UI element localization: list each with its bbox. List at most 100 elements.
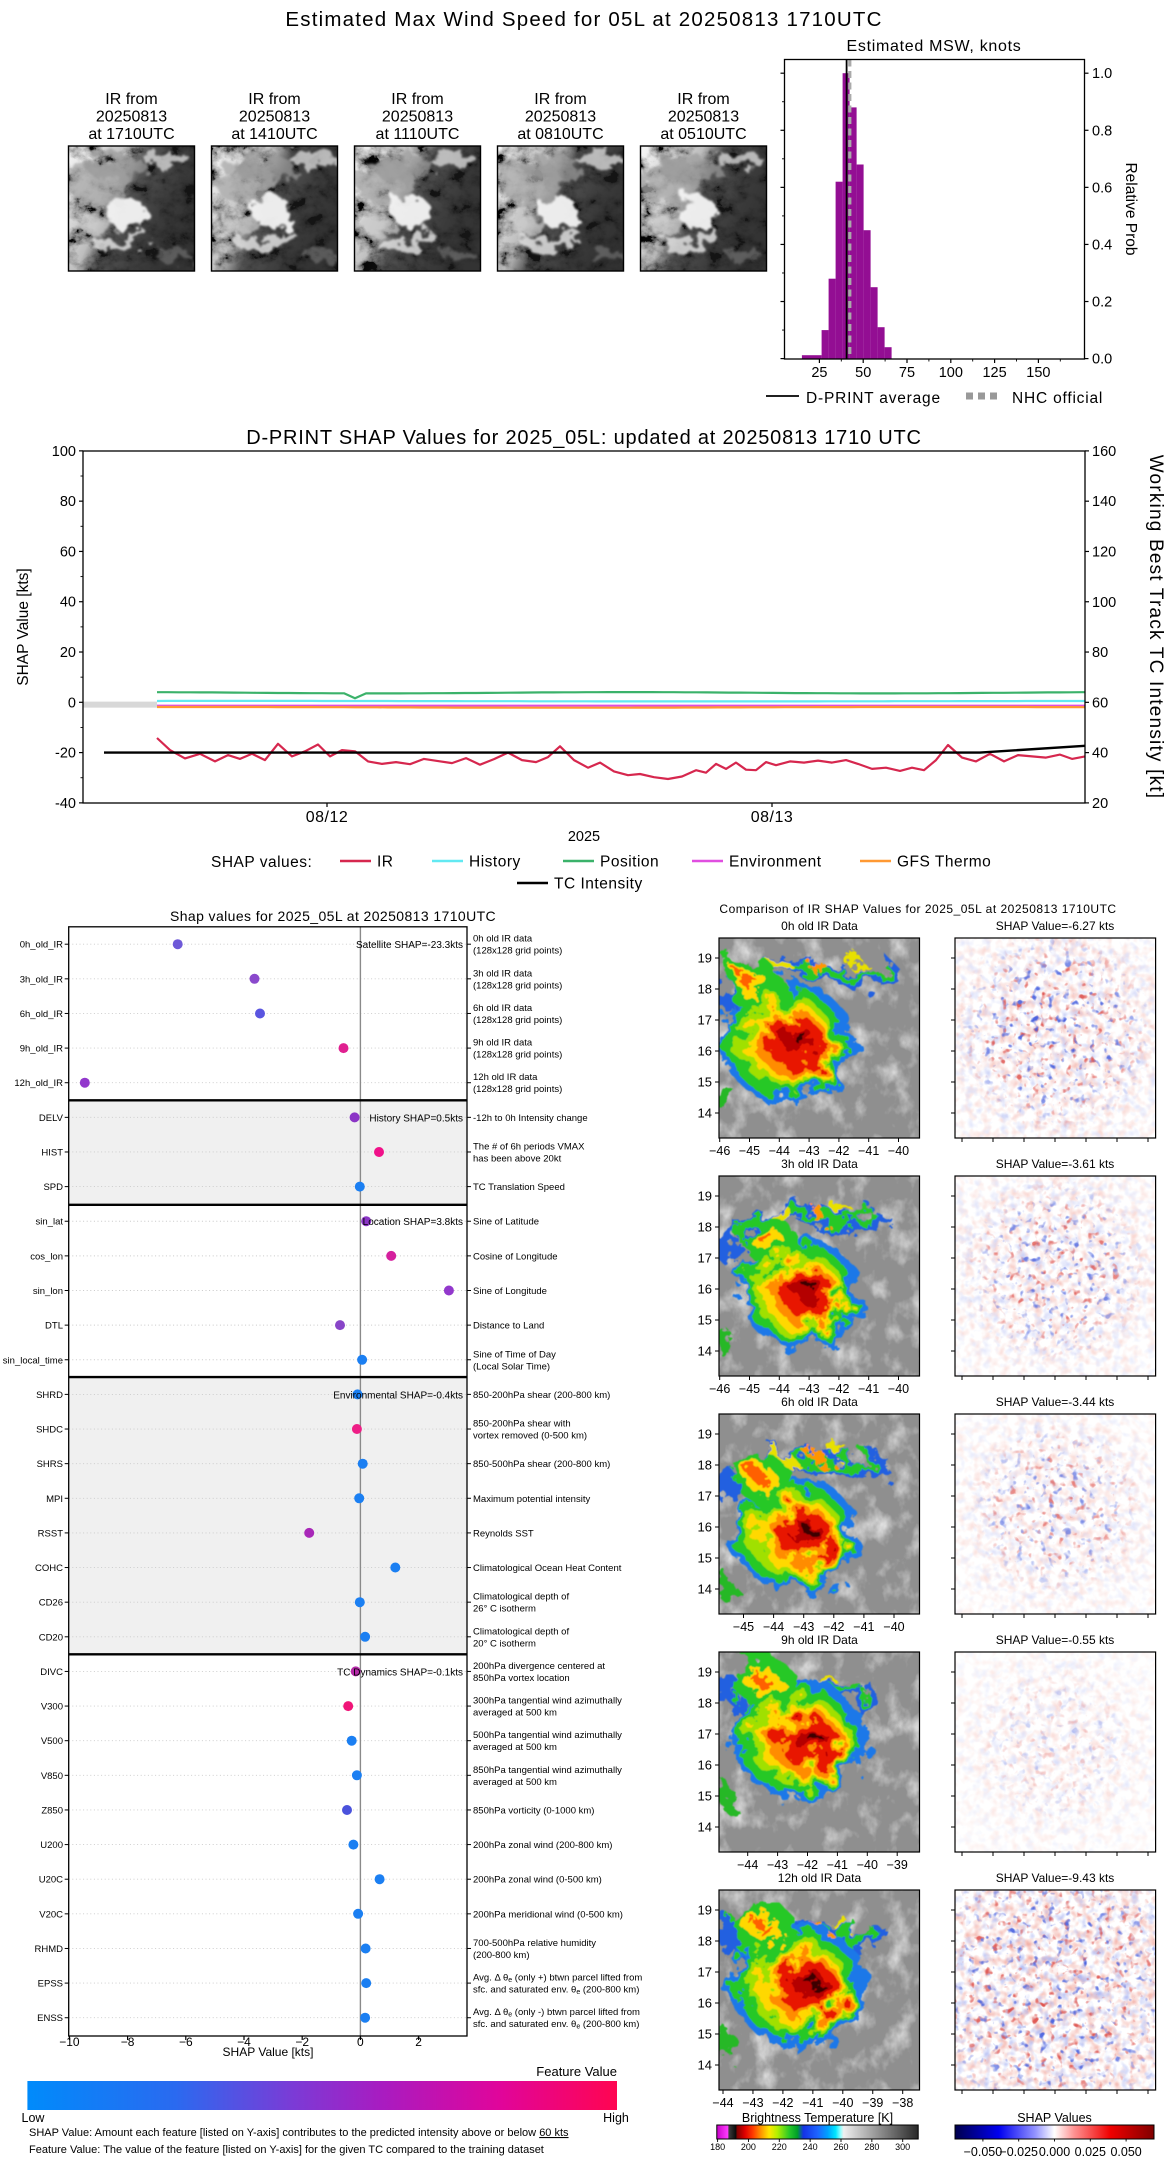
svg-text:120: 120	[1092, 544, 1116, 560]
svg-text:−44: −44	[763, 1620, 784, 1634]
svg-text:−0.050: −0.050	[964, 2145, 1003, 2158]
svg-text:260: 260	[833, 2142, 848, 2152]
svg-text:15: 15	[698, 1789, 712, 1804]
svg-text:Estimated Max Wind Speed for 0: Estimated Max Wind Speed for 05L at 2025…	[285, 8, 882, 31]
svg-text:12h_old_IR: 12h_old_IR	[14, 1078, 63, 1089]
svg-text:Location SHAP=3.8kts: Location SHAP=3.8kts	[363, 1217, 463, 1228]
svg-text:Z850: Z850	[41, 1805, 63, 1816]
svg-text:6h old IR Data: 6h old IR Data	[781, 1395, 858, 1409]
svg-text:20: 20	[60, 645, 76, 661]
svg-text:(128x128 grid points): (128x128 grid points)	[473, 946, 562, 957]
svg-text:14: 14	[698, 1106, 712, 1121]
svg-text:14: 14	[698, 1344, 712, 1359]
svg-text:−45: −45	[733, 1620, 754, 1634]
svg-text:40: 40	[60, 595, 76, 611]
svg-text:20250813: 20250813	[382, 109, 453, 126]
svg-text:0.050: 0.050	[1110, 2145, 1141, 2158]
svg-text:200hPa zonal wind (0-500 km): 200hPa zonal wind (0-500 km)	[473, 1875, 602, 1886]
svg-text:−40: −40	[883, 1620, 904, 1634]
svg-text:at 1410UTC: at 1410UTC	[231, 126, 317, 143]
svg-text:Climatological depth of: Climatological depth of	[473, 1592, 569, 1603]
svg-text:−42: −42	[797, 1858, 818, 1872]
svg-text:0.4: 0.4	[1092, 237, 1112, 253]
svg-text:−40: −40	[857, 1858, 878, 1872]
svg-text:1.0: 1.0	[1092, 66, 1112, 82]
svg-text:14: 14	[698, 2058, 712, 2073]
svg-text:−38: −38	[892, 2096, 913, 2110]
svg-text:sfc. and saturated env. θe (20: sfc. and saturated env. θe (200-800 km)	[473, 2019, 639, 2031]
svg-text:DELV: DELV	[39, 1113, 64, 1124]
svg-text:V300: V300	[41, 1702, 63, 1713]
svg-text:180: 180	[710, 2142, 725, 2152]
svg-text:SHAP values:: SHAP values:	[211, 854, 312, 871]
svg-text:IR from: IR from	[248, 91, 300, 108]
svg-text:40: 40	[1092, 746, 1108, 762]
svg-text:200hPa divergence centered at: 200hPa divergence centered at	[473, 1661, 605, 1672]
svg-text:16: 16	[698, 1044, 712, 1059]
svg-text:Estimated MSW, knots: Estimated MSW, knots	[847, 38, 1022, 55]
svg-text:60: 60	[60, 544, 76, 560]
svg-text:−4: −4	[237, 2035, 251, 2049]
svg-text:300hPa tangential wind azimuth: 300hPa tangential wind azimuthally	[473, 1696, 622, 1707]
svg-text:−42: −42	[828, 1144, 849, 1158]
svg-text:at 0810UTC: at 0810UTC	[517, 126, 603, 143]
svg-text:0.6: 0.6	[1092, 180, 1112, 196]
svg-text:cos_lon: cos_lon	[30, 1251, 63, 1262]
svg-text:15: 15	[698, 1551, 712, 1566]
svg-text:850hPa vorticity (0-1000 km): 850hPa vorticity (0-1000 km)	[473, 1805, 594, 1816]
svg-text:sin_lat: sin_lat	[36, 1217, 64, 1228]
svg-text:0.000: 0.000	[1039, 2145, 1070, 2158]
svg-text:IR from: IR from	[391, 91, 443, 108]
svg-text:TC Intensity: TC Intensity	[554, 876, 643, 893]
svg-text:19: 19	[698, 1427, 712, 1442]
svg-text:U20C: U20C	[39, 1875, 63, 1886]
svg-text:COHC: COHC	[35, 1563, 63, 1574]
svg-text:3h old IR data: 3h old IR data	[473, 968, 533, 979]
svg-text:-40: -40	[55, 796, 76, 812]
svg-text:20250813: 20250813	[525, 109, 596, 126]
svg-text:−45: −45	[739, 1382, 760, 1396]
svg-text:500hPa tangential wind azimuth: 500hPa tangential wind azimuthally	[473, 1730, 622, 1741]
svg-text:SHAP Value [kts]: SHAP Value [kts]	[223, 2045, 314, 2059]
svg-text:100: 100	[939, 365, 963, 381]
svg-text:Environment: Environment	[729, 854, 822, 871]
svg-text:19: 19	[698, 1189, 712, 1204]
svg-text:9h_old_IR: 9h_old_IR	[20, 1044, 63, 1055]
svg-text:16: 16	[698, 1758, 712, 1773]
svg-text:60: 60	[1092, 695, 1108, 711]
svg-text:MPI: MPI	[46, 1494, 63, 1505]
svg-text:SHAP Value [kts]: SHAP Value [kts]	[15, 568, 32, 685]
svg-text:at 0510UTC: at 0510UTC	[660, 126, 746, 143]
svg-text:300: 300	[895, 2142, 910, 2152]
svg-text:−41: −41	[802, 2096, 823, 2110]
svg-text:Satellite SHAP=-23.3kts: Satellite SHAP=-23.3kts	[356, 940, 463, 951]
svg-text:−40: −40	[888, 1382, 909, 1396]
svg-text:9h old IR data: 9h old IR data	[473, 1038, 533, 1049]
svg-text:averaged at 500 km: averaged at 500 km	[473, 1708, 557, 1719]
svg-text:Low: Low	[22, 2111, 46, 2125]
svg-text:18: 18	[698, 982, 712, 997]
svg-text:850-500hPa shear (200-800 km): 850-500hPa shear (200-800 km)	[473, 1459, 610, 1470]
svg-text:15: 15	[698, 2027, 712, 2042]
svg-text:DTL: DTL	[45, 1321, 63, 1332]
svg-text:−40: −40	[888, 1144, 909, 1158]
svg-text:−46: −46	[709, 1144, 730, 1158]
svg-text:0h old IR Data: 0h old IR Data	[781, 919, 858, 933]
svg-text:-20: -20	[55, 746, 76, 762]
svg-text:SHRD: SHRD	[36, 1390, 63, 1401]
svg-text:Distance to Land: Distance to Land	[473, 1321, 544, 1332]
svg-text:−8: −8	[121, 2035, 135, 2049]
svg-text:−41: −41	[858, 1382, 879, 1396]
svg-text:at 1710UTC: at 1710UTC	[88, 126, 174, 143]
svg-text:17: 17	[698, 1965, 712, 1980]
svg-text:14: 14	[698, 1582, 712, 1597]
svg-text:has been above 20kt: has been above 20kt	[473, 1153, 562, 1164]
svg-text:sin_local_time: sin_local_time	[3, 1355, 63, 1366]
svg-text:sfc. and saturated env. θe (20: sfc. and saturated env. θe (200-800 km)	[473, 1985, 639, 1997]
svg-text:−10: −10	[59, 2035, 80, 2049]
svg-text:Sine of Time of Day: Sine of Time of Day	[473, 1349, 556, 1360]
svg-text:V20C: V20C	[39, 1909, 63, 1920]
svg-text:NHC official: NHC official	[1012, 390, 1103, 407]
svg-text:−42: −42	[772, 2096, 793, 2110]
svg-text:sin_lon: sin_lon	[33, 1286, 63, 1297]
